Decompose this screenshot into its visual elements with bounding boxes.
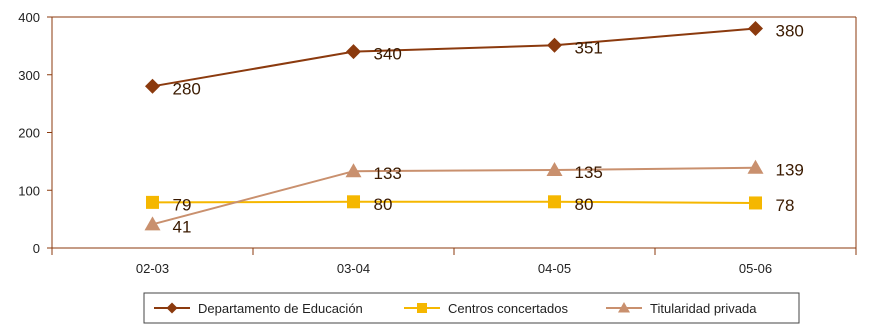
data-point-marker [548, 195, 561, 209]
legend: Departamento de Educación Centros concert… [143, 292, 800, 324]
data-label: 133 [374, 164, 402, 183]
chart-axes: 0 100 200 300 400 02-03 03-04 04-05 05-06 [18, 10, 857, 276]
x-tick-label: 05-06 [739, 261, 772, 276]
x-tick-label: 03-04 [337, 261, 370, 276]
data-label: 380 [776, 22, 804, 41]
data-point-marker [547, 37, 562, 53]
data-point-marker [748, 21, 763, 37]
y-tick-label: 200 [18, 126, 40, 141]
legend-label: Departamento de Educación [198, 301, 363, 316]
data-label: 80 [374, 195, 393, 214]
data-point-marker [347, 195, 360, 209]
legend-marker [166, 302, 178, 314]
legend-marker [618, 302, 630, 313]
data-point-marker [749, 196, 762, 210]
data-label: 139 [776, 161, 804, 180]
data-labels: 280 340 351 380 79 80 80 78 41 133 135 139 [173, 22, 804, 237]
series-line [152, 166, 756, 226]
data-label: 80 [575, 195, 594, 214]
data-label: 79 [173, 195, 192, 214]
data-point-marker [345, 163, 362, 178]
y-tick-label: 400 [18, 10, 40, 25]
y-tick-label: 300 [18, 68, 40, 83]
data-label: 351 [575, 38, 603, 57]
series-markers [144, 21, 764, 231]
series-line [152, 27, 756, 88]
data-point-marker [144, 216, 161, 231]
series-line [152, 200, 756, 204]
data-label: 41 [173, 217, 192, 236]
x-tick-label: 04-05 [538, 261, 571, 276]
data-label: 280 [173, 79, 201, 98]
data-point-marker [546, 162, 563, 177]
legend-marker [417, 303, 427, 313]
x-tick-label: 02-03 [136, 261, 169, 276]
data-label: 78 [776, 196, 795, 215]
data-point-marker [346, 44, 361, 60]
y-tick-label: 100 [18, 183, 40, 198]
legend-label: Titularidad privada [650, 301, 757, 316]
series-lines [152, 27, 756, 226]
data-label: 340 [374, 45, 402, 64]
legend-box [143, 292, 800, 324]
data-label: 135 [575, 163, 603, 182]
y-tick-label: 0 [33, 241, 40, 256]
data-point-marker [145, 78, 160, 94]
data-point-marker [146, 195, 159, 209]
legend-label: Centros concertados [448, 301, 568, 316]
data-point-marker [747, 159, 764, 174]
